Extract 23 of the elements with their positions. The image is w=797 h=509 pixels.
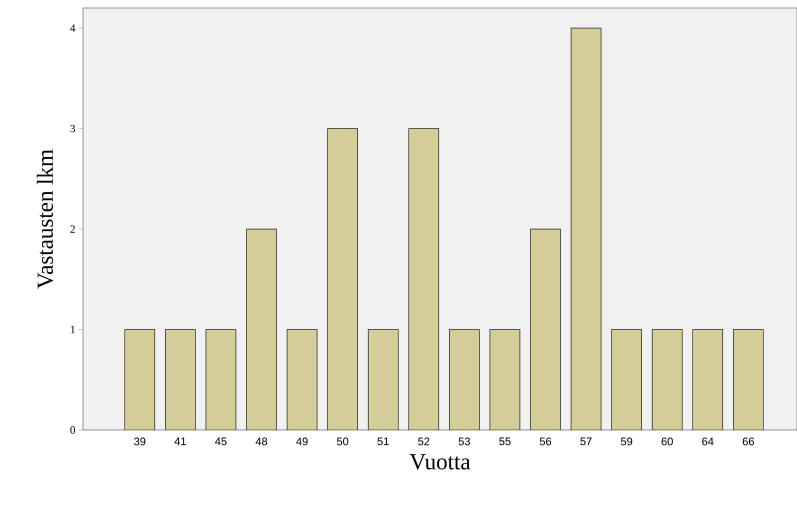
x-tick-label: 52 — [418, 438, 430, 446]
y-tick-label: 0 — [70, 426, 76, 434]
y-axis-title: Vastausten lkm — [36, 149, 54, 289]
x-tick-label: 49 — [296, 438, 308, 446]
x-tick-label: 56 — [540, 438, 552, 446]
x-tick-label: 66 — [742, 438, 754, 446]
x-tick-label: 55 — [499, 438, 511, 446]
y-tick-label: 2 — [70, 225, 75, 233]
x-tick-label: 53 — [458, 438, 470, 446]
x-tick-label: 48 — [256, 438, 268, 446]
x-tick-label: 60 — [662, 438, 673, 446]
x-tick-label: 50 — [336, 438, 348, 446]
x-tick-label: 51 — [378, 438, 389, 446]
y-tick-label: 4 — [70, 24, 76, 32]
x-tick-label: 59 — [620, 438, 632, 446]
y-tick-label: 3 — [70, 124, 76, 132]
x-tick-label: 64 — [702, 438, 714, 446]
x-tick-label: 57 — [580, 438, 592, 446]
x-tick-label: 45 — [215, 438, 227, 446]
x-tick-label: 41 — [174, 438, 186, 446]
x-tick-label: 39 — [134, 438, 146, 446]
x-axis-title: Vuotta — [410, 454, 470, 470]
y-tick-label: 1 — [70, 326, 75, 334]
